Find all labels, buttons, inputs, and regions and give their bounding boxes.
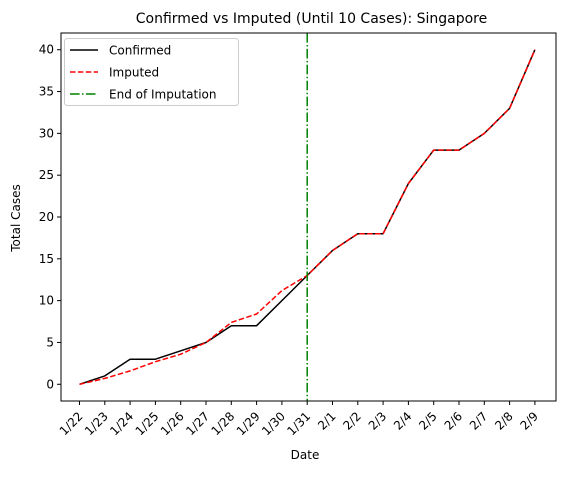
plot-area <box>79 33 536 401</box>
y-tick-label: 30 <box>39 126 54 140</box>
y-tick-label: 40 <box>39 43 54 57</box>
y-tick-label: 25 <box>39 168 54 182</box>
legend-label-confirmed: Confirmed <box>109 44 171 58</box>
y-tick-label: 15 <box>39 252 54 266</box>
y-tick-label: 20 <box>39 210 54 224</box>
y-tick-label: 35 <box>39 85 54 99</box>
y-axis-label: Total Cases <box>9 184 23 252</box>
legend-label-end-of-imputation: End of Imputation <box>109 88 217 102</box>
legend-box <box>64 38 239 106</box>
x-axis-label: Date <box>291 448 320 462</box>
y-tick-label: 10 <box>39 294 54 308</box>
chart-title: Confirmed vs Imputed (Until 10 Cases): S… <box>136 11 488 27</box>
legend: Confirmed Imputed End of Imputation <box>64 38 239 106</box>
y-tick-label: 5 <box>46 335 54 349</box>
legend-label-imputed: Imputed <box>109 66 159 80</box>
y-tick-label: 0 <box>46 377 54 391</box>
